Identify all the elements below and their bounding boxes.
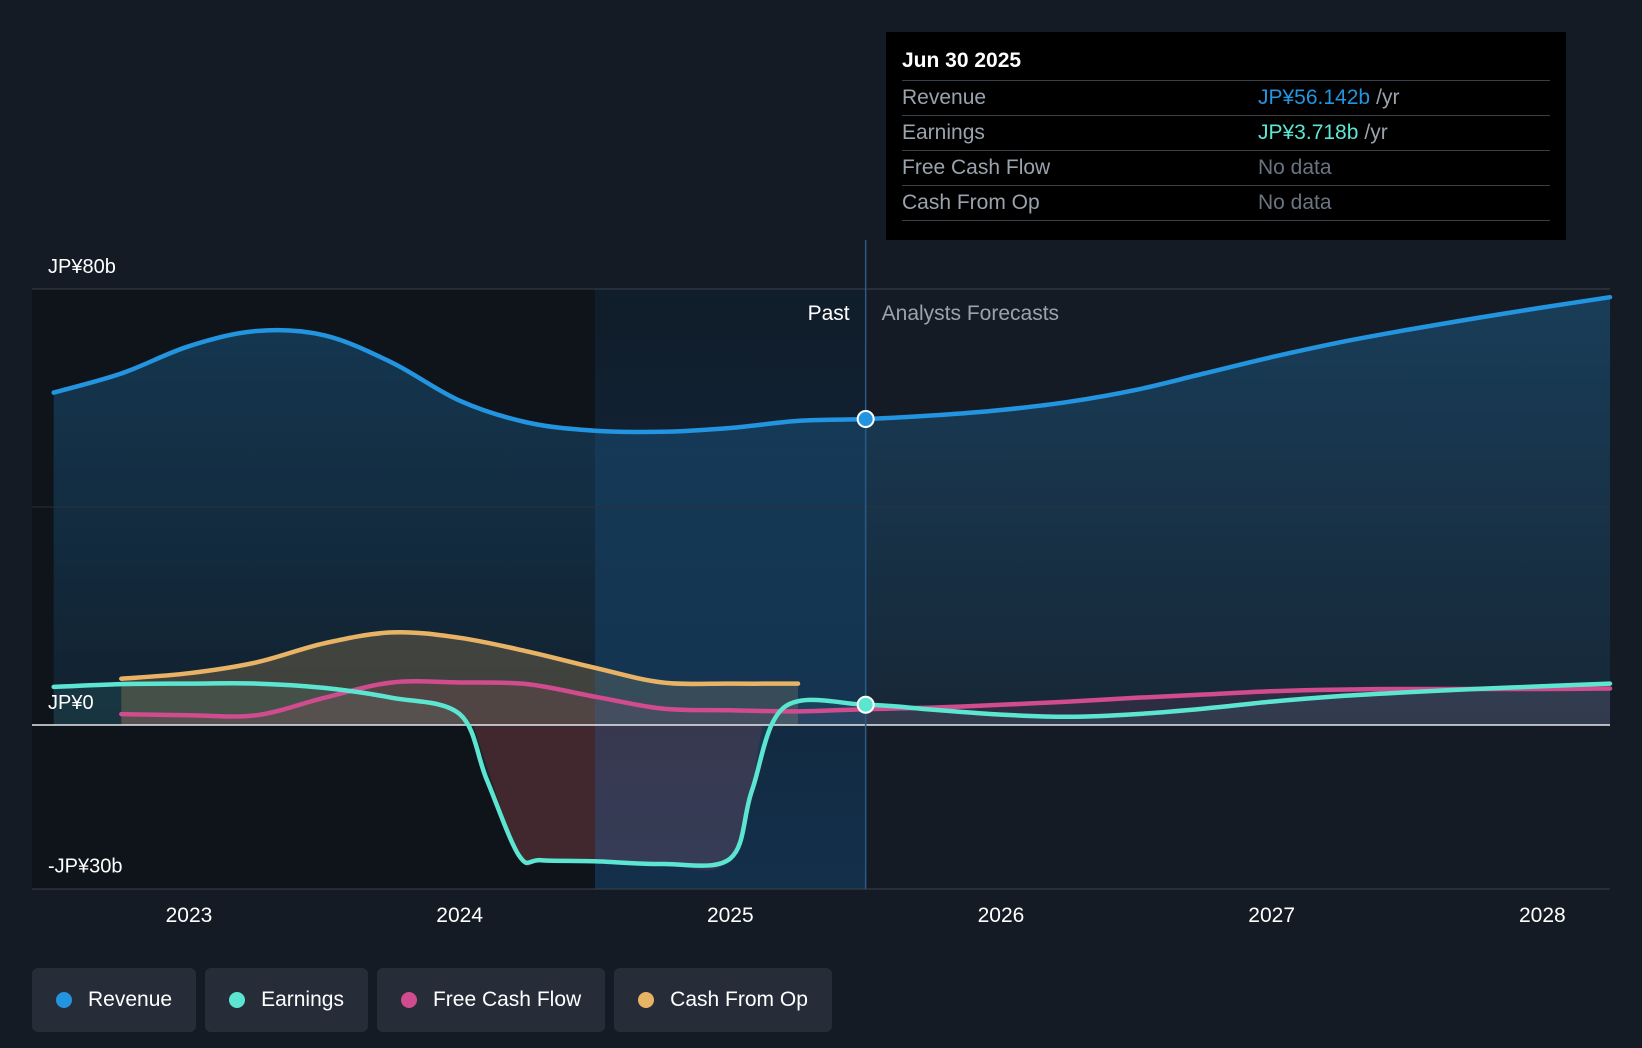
x-tick-label: 2025 [707,904,754,927]
forecast-label: Analysts Forecasts [882,302,1059,325]
revenue-marker [856,410,875,429]
tooltip-label: Earnings [902,121,985,144]
x-tick-label: 2024 [436,904,483,927]
legend-label: Cash From Op [670,988,808,1011]
tooltip-label: Cash From Op [902,191,1040,214]
x-tick-label: 2028 [1519,904,1566,927]
line-earnings [51,681,1613,868]
legend-label: Free Cash Flow [432,988,582,1011]
tooltip-row-cash-from-op: Cash From Op No data [902,185,1550,221]
area-free-cash-flow [121,681,1610,725]
tooltip-row-free-cash-flow: Free Cash Flow No data [902,150,1550,185]
legend-dot-icon [229,992,246,1008]
legend: Revenue Earnings Free Cash Flow Cash Fro… [32,968,832,1032]
earnings-marker [856,695,875,714]
past-highlight-band [594,289,866,889]
legend-item-cash-from-op[interactable]: Cash From Op [614,968,832,1032]
y-tick-label: -JP¥30b [48,856,123,878]
legend-item-free-cash-flow[interactable]: Free Cash Flow [376,968,606,1032]
line-cash-from-op [119,629,801,687]
tooltip-unit: /yr [1364,121,1388,144]
past-label: Past [808,302,850,325]
x-tick-label: 2026 [978,904,1025,927]
tooltip-value: JP¥3.718b [1258,121,1359,144]
tooltip-label: Free Cash Flow [902,156,1051,179]
legend-item-earnings[interactable]: Earnings [205,968,368,1032]
legend-label: Revenue [88,988,173,1011]
tooltip-date: Jun 30 2025 [902,49,1022,72]
x-tick-label: 2023 [166,904,213,927]
legend-dot-icon [400,992,417,1008]
legend-dot-icon [56,992,72,1008]
tooltip-value: No data [1258,191,1332,214]
tooltip: Jun 30 2025 Revenue JP¥56.142b /yr Earni… [886,32,1566,240]
line-revenue [51,294,1613,435]
tooltip-row-earnings: Earnings JP¥3.718b /yr [902,115,1550,150]
legend-item-revenue[interactable]: Revenue [32,968,197,1032]
x-tick-label: 2027 [1248,904,1295,927]
tooltip-value: JP¥56.142b [1258,86,1371,109]
legend-label: Earnings [261,988,344,1011]
legend-dot-icon [638,992,655,1008]
tooltip-row-revenue: Revenue JP¥56.142b /yr [902,80,1550,115]
y-tick-label: JP¥80b [48,256,116,278]
tooltip-label: Revenue [902,86,987,109]
tooltip-value: No data [1258,156,1332,179]
y-tick-label: JP¥0 [48,692,94,714]
tooltip-unit: /yr [1376,86,1400,109]
